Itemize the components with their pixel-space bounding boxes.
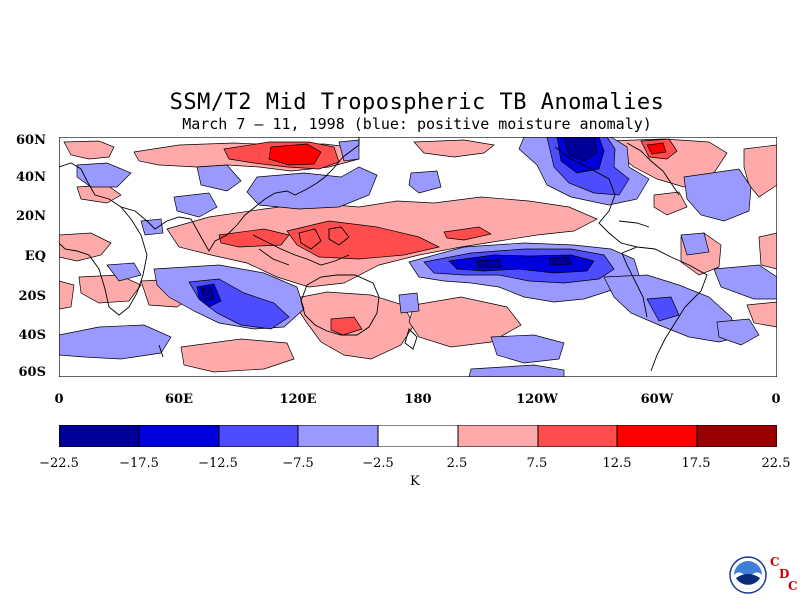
colorbar-tick-label: −2.5 [362, 456, 394, 471]
lat-label-eq: EQ [24, 249, 46, 264]
colorbar-units: K [410, 474, 420, 489]
coastlines [59, 137, 708, 372]
lon-label-0-left: 0 [54, 392, 64, 407]
colorbar-tick-label: 7.5 [526, 456, 548, 471]
colorbar-swatch [537, 425, 618, 447]
plot-title: SSM/T2 Mid Tropospheric TB Anomalies [169, 90, 665, 115]
positive-anomaly-regions [59, 138, 777, 373]
lat-label-60s: 60S [18, 365, 46, 380]
colorbar-tick-label: 17.5 [681, 456, 711, 471]
colorbar-tick-label: −12.5 [198, 456, 238, 471]
negative-anomaly-regions [59, 137, 777, 377]
colorbar-tick-label: −7.5 [282, 456, 314, 471]
colorbar-swatch [297, 425, 379, 447]
lat-label-20n: 20N [16, 209, 46, 224]
colorbar-tick-label: 22.5 [761, 456, 791, 471]
lon-label-0-right: 0 [771, 392, 781, 407]
lat-label-20s: 20S [18, 289, 46, 304]
cdc-letter: C [788, 579, 798, 593]
colorbar-swatch [457, 425, 539, 447]
lat-label-40s: 40S [18, 328, 46, 343]
lon-label-120e: 120E [279, 392, 317, 407]
colorbar-swatch [616, 425, 698, 447]
colorbar-swatch [59, 425, 140, 447]
plot-subtitle: March 7 – 11, 1998 (blue: positive moist… [182, 115, 652, 133]
lon-label-60w: 60W [640, 392, 674, 407]
colorbar-tick-label: −17.5 [119, 456, 159, 471]
noaa-logo-icon [729, 556, 767, 594]
colorbar-tick-label: 12.5 [602, 456, 632, 471]
colorbar [59, 425, 777, 447]
colorbar-tick-label: −22.5 [39, 456, 79, 471]
cdc-letter: D [779, 567, 790, 581]
lon-label-60e: 60E [165, 392, 193, 407]
lon-label-180: 180 [404, 392, 432, 407]
colorbar-swatch [377, 425, 459, 447]
colorbar-swatch [696, 425, 777, 447]
lat-label-40n: 40N [16, 170, 46, 185]
colorbar-tick-label: 2.5 [446, 456, 468, 471]
lat-label-60n: 60N [16, 133, 46, 148]
anomaly-map [59, 137, 777, 377]
cdc-letter: C [770, 555, 780, 569]
colorbar-swatch [218, 425, 299, 447]
lon-label-120w: 120W [516, 392, 558, 407]
colorbar-swatch [138, 425, 220, 447]
